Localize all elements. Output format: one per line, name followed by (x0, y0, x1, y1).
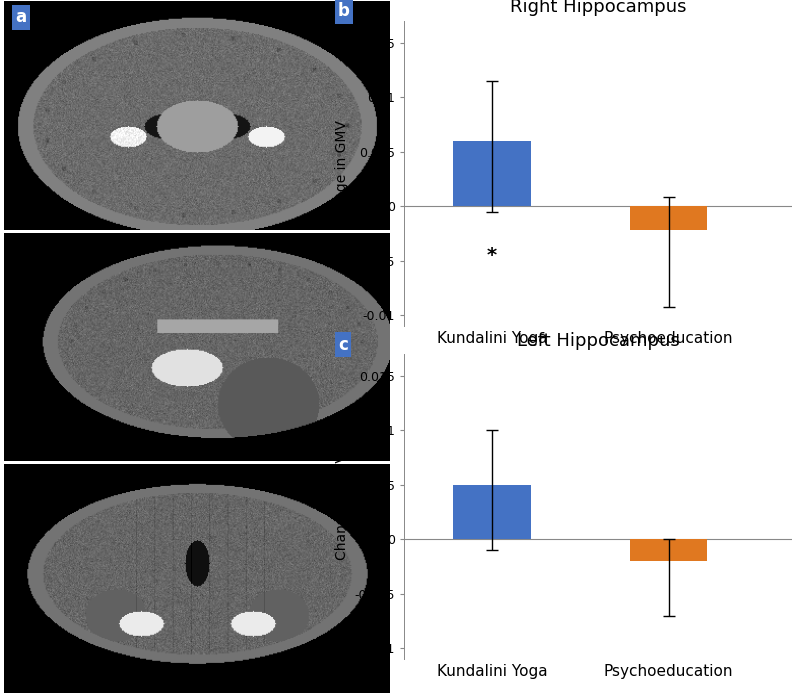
Y-axis label: Change in GMV: Change in GMV (335, 453, 349, 560)
Title: Left Hippocampus: Left Hippocampus (517, 332, 679, 350)
Text: a: a (15, 8, 26, 26)
Title: Right Hippocampus: Right Hippocampus (510, 0, 686, 17)
Bar (630, 206, 707, 230)
Bar (630, 539, 707, 561)
Text: b: b (338, 3, 350, 21)
Text: c: c (338, 336, 348, 354)
Bar (454, 485, 531, 539)
Y-axis label: Change in GMV: Change in GMV (335, 120, 349, 227)
Text: *: * (487, 246, 498, 265)
Bar (454, 141, 531, 206)
